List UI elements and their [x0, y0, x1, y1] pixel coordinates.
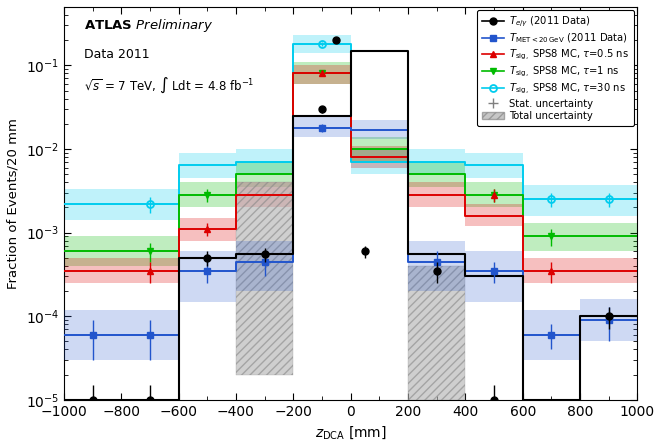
Text: $\mathbf{ATLAS}$ $\it{Preliminary}$: $\mathbf{ATLAS}$ $\it{Preliminary}$: [84, 17, 213, 34]
X-axis label: $z_{\rm DCA}$ [mm]: $z_{\rm DCA}$ [mm]: [314, 424, 387, 441]
Legend: $T_{e/\gamma}$ (2011 Data), $T_{\mathsf{MET<20\,GeV}}$ (2011 Data), $T_{\rm sig,: $T_{e/\gamma}$ (2011 Data), $T_{\mathsf{…: [477, 10, 634, 126]
Text: $\sqrt{s}$ = 7 TeV, $\int$ Ldt = 4.8 fb$^{-1}$: $\sqrt{s}$ = 7 TeV, $\int$ Ldt = 4.8 fb$…: [84, 76, 254, 95]
Y-axis label: Fraction of Events/20 mm: Fraction of Events/20 mm: [7, 118, 20, 289]
Text: Data 2011: Data 2011: [84, 48, 150, 61]
